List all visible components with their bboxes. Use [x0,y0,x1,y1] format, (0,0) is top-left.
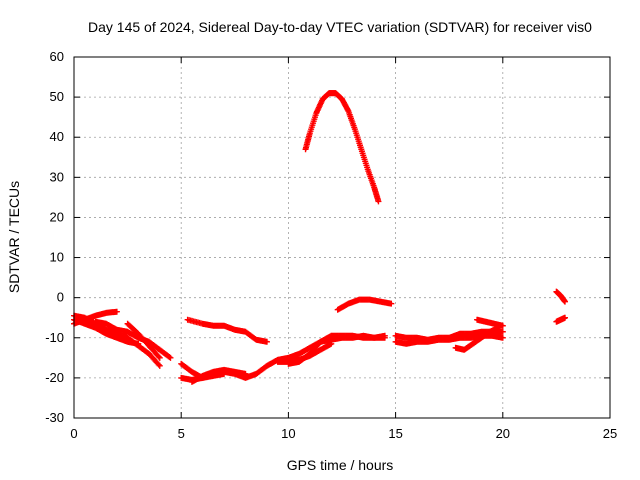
data-points [71,90,568,385]
series-s18 [553,288,568,305]
y-tick-label: 50 [50,89,64,104]
data-point [499,322,506,329]
y-axis-label: SDTVAR / TECUs [6,181,22,293]
data-point [375,198,382,205]
x-tick-label: 20 [496,426,510,441]
series-s11 [184,316,270,345]
x-tick-label: 25 [603,426,617,441]
y-tick-label: 10 [50,250,64,265]
series-s13 [302,90,382,205]
data-point [561,298,568,305]
plot-frame [73,56,611,419]
x-tick-label: 10 [281,426,295,441]
y-tick-label: -20 [45,370,64,385]
data-point [155,361,162,368]
series-s2 [71,308,120,327]
x-axis-label: GPS time / hours [287,457,394,473]
x-tick-label: 15 [388,426,402,441]
data-point [166,354,173,361]
series-s15 [392,328,506,343]
y-tick-label: 60 [50,49,64,64]
y-tick-label: 30 [50,169,64,184]
chart-title: Day 145 of 2024, Sidereal Day-to-day VTE… [88,19,592,35]
y-tick-label: 0 [57,290,64,305]
data-point [263,338,270,345]
data-point [381,332,388,339]
x-tick-label: 0 [70,426,77,441]
data-point [167,354,174,361]
data-point [242,370,249,377]
x-tick-label: 5 [178,426,185,441]
series-s10 [285,332,388,367]
series-s19 [553,314,568,325]
y-tick-label: 20 [50,209,64,224]
series-s17 [474,316,506,329]
y-axis-ticks: -30 -20 -10 0 10 20 30 40 50 60 [45,49,610,425]
data-point [155,353,162,360]
data-point [113,308,120,315]
y-tick-label: 40 [50,129,64,144]
y-tick-label: -10 [45,330,64,345]
series-s12 [334,296,395,313]
series-s5 [124,320,163,361]
series-s4 [92,318,174,361]
data-point [328,340,335,347]
series-s8 [188,366,249,385]
data-point [388,300,395,307]
grid-lines [74,57,610,418]
data-point [561,314,568,321]
y-tick-label: -30 [45,410,64,425]
data-point [156,362,163,369]
data-point [156,354,163,361]
x-axis-ticks: 0 5 10 15 20 25 [70,57,617,441]
data-point [499,334,506,341]
data-point [499,328,506,335]
